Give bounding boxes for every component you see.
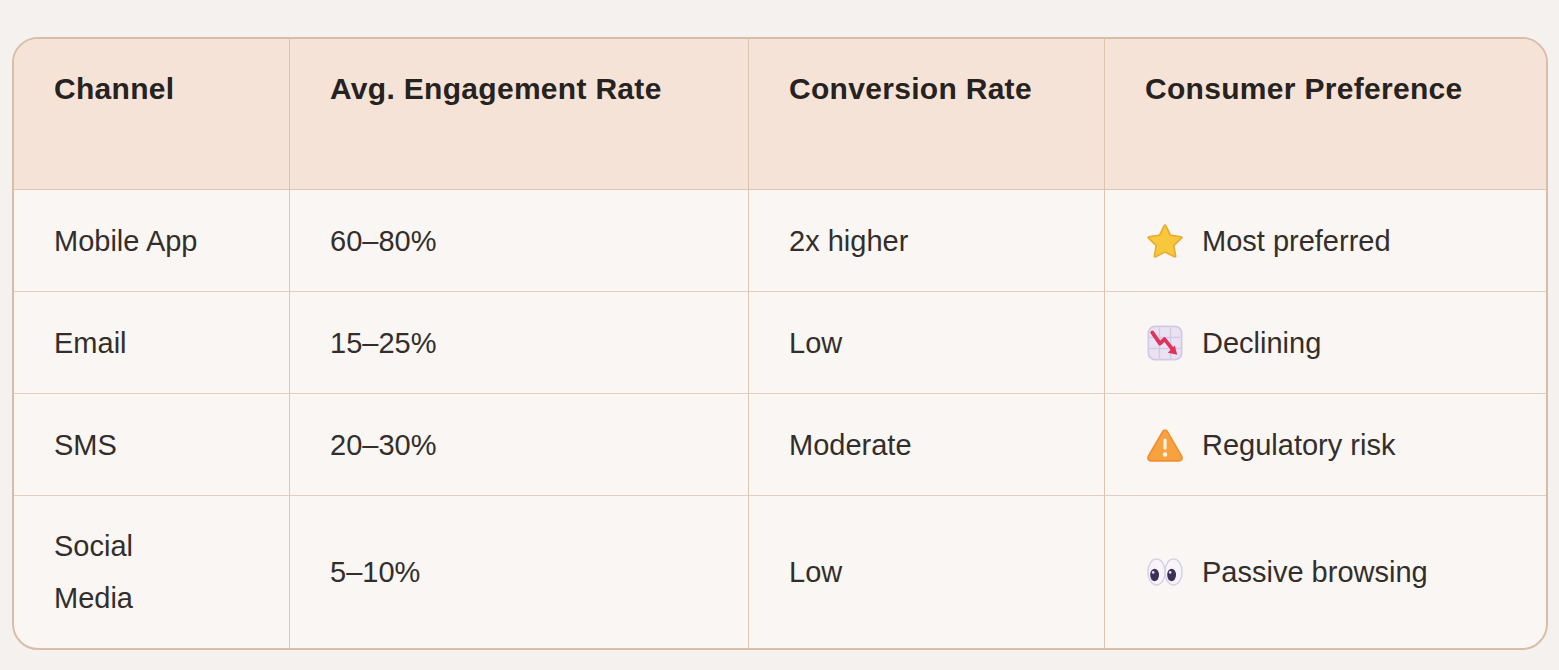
cell-conversion-rate: Low xyxy=(749,292,1105,394)
header-cell-consumer-preference: Consumer Preference xyxy=(1105,39,1546,190)
header-cell-channel: Channel xyxy=(14,39,290,190)
header-cell-engagement-rate: Avg. Engagement Rate xyxy=(290,39,749,190)
preference-value: Most preferred xyxy=(1202,215,1391,267)
header-cell-conversion-rate: Conversion Rate xyxy=(749,39,1105,190)
cell-channel: Social Media xyxy=(14,496,290,648)
conversion-rate-value: Low xyxy=(789,317,842,369)
header-label-conversion-rate: Conversion Rate xyxy=(789,63,1032,115)
cell-consumer-preference: Regulatory risk xyxy=(1105,394,1546,496)
cell-conversion-rate: Low xyxy=(749,496,1105,648)
cell-engagement-rate: 60–80% xyxy=(290,190,749,292)
engagement-rate-value: 15–25% xyxy=(330,317,436,369)
header-label-channel: Channel xyxy=(54,63,174,115)
channel-value: Email xyxy=(54,317,127,369)
engagement-rate-value: 5–10% xyxy=(330,546,420,598)
cell-consumer-preference: Declining xyxy=(1105,292,1546,394)
engagement-rate-value: 20–30% xyxy=(330,419,436,471)
cell-conversion-rate: Moderate xyxy=(749,394,1105,496)
channel-value: Mobile App xyxy=(54,215,198,267)
cell-consumer-preference: Most preferred xyxy=(1105,190,1546,292)
preference-value: Regulatory risk xyxy=(1202,419,1395,471)
cell-channel: Mobile App xyxy=(14,190,290,292)
cell-channel: Email xyxy=(14,292,290,394)
engagement-rate-value: 60–80% xyxy=(330,215,436,267)
conversion-rate-value: Moderate xyxy=(789,419,912,471)
header-label-consumer-preference: Consumer Preference xyxy=(1145,63,1463,115)
conversion-rate-value: 2x higher xyxy=(789,215,908,267)
cell-engagement-rate: 15–25% xyxy=(290,292,749,394)
cell-engagement-rate: 5–10% xyxy=(290,496,749,648)
chart-decreasing-icon xyxy=(1145,323,1185,363)
cell-channel: SMS xyxy=(14,394,290,496)
channel-value: Social Media xyxy=(54,520,186,624)
preference-value: Declining xyxy=(1202,317,1321,369)
header-label-engagement-rate: Avg. Engagement Rate xyxy=(330,63,662,115)
cell-engagement-rate: 20–30% xyxy=(290,394,749,496)
eyes-icon xyxy=(1145,552,1185,592)
warning-icon xyxy=(1145,425,1185,465)
conversion-rate-value: Low xyxy=(789,546,842,598)
channel-comparison-table: Channel Avg. Engagement Rate Conversion … xyxy=(12,37,1548,650)
star-icon xyxy=(1145,221,1185,261)
channel-value: SMS xyxy=(54,419,117,471)
preference-value: Passive browsing xyxy=(1202,546,1428,598)
cell-consumer-preference: Passive browsing xyxy=(1105,496,1546,648)
cell-conversion-rate: 2x higher xyxy=(749,190,1105,292)
